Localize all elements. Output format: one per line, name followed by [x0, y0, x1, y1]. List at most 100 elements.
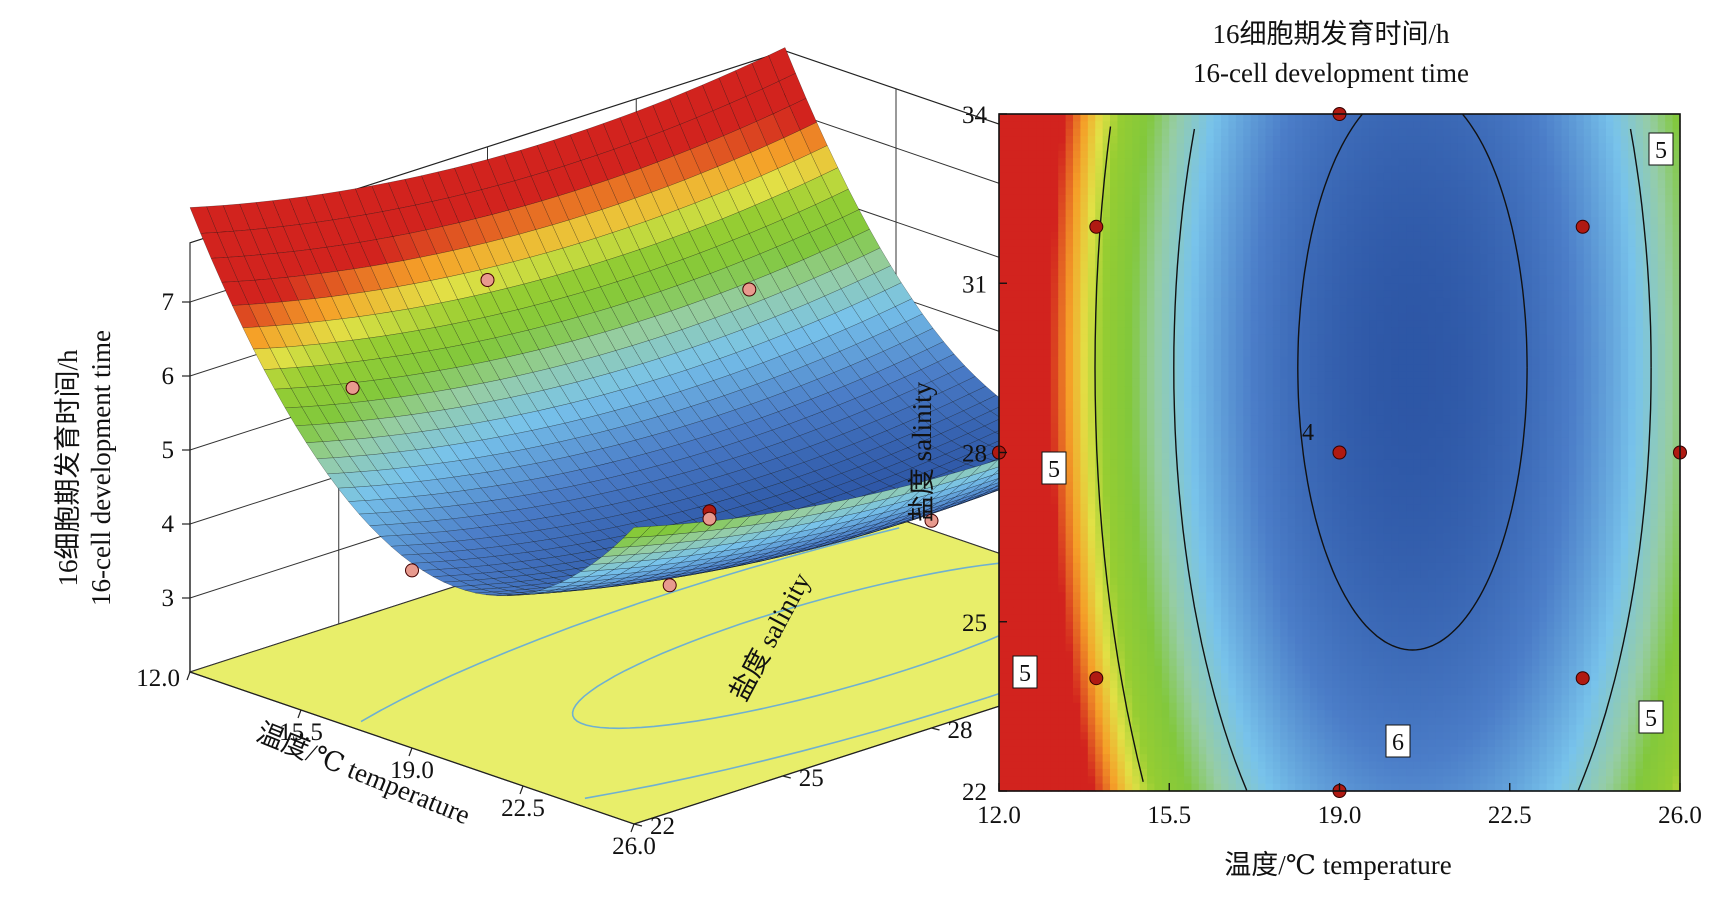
- heatmap-cell: [1021, 276, 1029, 284]
- heatmap-cell: [1058, 739, 1066, 747]
- heatmap-cell: [1103, 607, 1111, 615]
- heatmap-cell: [1080, 710, 1088, 718]
- heatmap-cell: [999, 592, 1007, 600]
- heatmap-cell: [1162, 430, 1170, 438]
- heatmap-cell: [1088, 239, 1096, 247]
- heatmap-cell: [1251, 357, 1259, 365]
- heatmap-cell: [1036, 600, 1044, 608]
- heatmap-cell: [1066, 114, 1074, 122]
- heatmap-cell: [1169, 475, 1177, 483]
- heatmap-cell: [1080, 349, 1088, 357]
- heatmap-cell: [1088, 173, 1096, 181]
- heatmap-cell: [1228, 386, 1236, 394]
- heatmap-cell: [1051, 622, 1059, 630]
- heatmap-cell: [1221, 202, 1229, 210]
- heatmap-cell: [1258, 313, 1266, 321]
- heatmap-cell: [1051, 261, 1059, 269]
- heatmap-cell: [1036, 636, 1044, 644]
- heatmap-cell: [1058, 335, 1066, 343]
- heatmap-cell: [1058, 136, 1066, 144]
- heatmap-cell: [1006, 349, 1014, 357]
- heatmap-cell: [1258, 269, 1266, 277]
- heatmap-cell: [1199, 386, 1207, 394]
- heatmap-cell: [1021, 533, 1029, 541]
- heatmap-cell: [1036, 607, 1044, 615]
- heatmap-cell: [1073, 438, 1081, 446]
- heatmap-cell: [1029, 717, 1037, 725]
- heatmap-cell: [1177, 585, 1185, 593]
- heatmap-cell: [1117, 732, 1125, 740]
- heatmap-cell: [1125, 143, 1133, 151]
- heatmap-cell: [1006, 166, 1014, 174]
- heatmap-cell: [1073, 386, 1081, 394]
- heatmap-cell: [1177, 703, 1185, 711]
- heatmap-cell: [1206, 342, 1214, 350]
- heatmap-cell: [1132, 489, 1140, 497]
- heatmap-cell: [1014, 202, 1022, 210]
- heatmap-cell: [1162, 475, 1170, 483]
- heatmap-cell: [1132, 180, 1140, 188]
- heatmap-cell: [1051, 533, 1059, 541]
- heatmap-cell: [1080, 394, 1088, 402]
- heatmap-cell: [1066, 224, 1074, 232]
- heatmap-cell: [1265, 283, 1273, 291]
- heatmap-cell: [1088, 578, 1096, 586]
- heatmap-cell: [1051, 695, 1059, 703]
- heatmap-cell: [1206, 629, 1214, 637]
- heatmap-cell: [1043, 563, 1051, 571]
- y-tick-mark: [932, 728, 940, 730]
- heatmap-cell: [1251, 173, 1259, 181]
- heatmap-cell: [1191, 166, 1199, 174]
- heatmap-cell: [1132, 298, 1140, 306]
- heatmap-cell: [1191, 386, 1199, 394]
- heatmap-cell: [1147, 475, 1155, 483]
- heatmap-cell: [1088, 298, 1096, 306]
- heatmap-cell: [1214, 372, 1222, 380]
- heatmap-cell: [1184, 511, 1192, 519]
- heatmap-cell: [1051, 651, 1059, 659]
- heatmap-cell: [1021, 445, 1029, 453]
- heatmap-cell: [1236, 636, 1244, 644]
- heatmap-cell: [1066, 188, 1074, 196]
- heatmap-cell: [1014, 511, 1022, 519]
- heatmap-cell: [1117, 629, 1125, 637]
- heatmap-cell: [999, 644, 1007, 652]
- heatmap-cell: [1043, 732, 1051, 740]
- heatmap-cell: [1051, 298, 1059, 306]
- heatmap-cell: [1221, 232, 1229, 240]
- heatmap-cell: [1177, 305, 1185, 313]
- heatmap-cell: [1014, 136, 1022, 144]
- heatmap-cell: [1251, 482, 1259, 490]
- heatmap-cell: [1140, 489, 1148, 497]
- heatmap-cell: [1021, 703, 1029, 711]
- heatmap-cell: [1029, 305, 1037, 313]
- heatmap-cell: [1154, 629, 1162, 637]
- heatmap-cell: [1206, 151, 1214, 159]
- heatmap-cell: [1058, 349, 1066, 357]
- heatmap-cell: [1051, 320, 1059, 328]
- heatmap-cell: [1058, 600, 1066, 608]
- heatmap-cell: [1258, 762, 1266, 770]
- heatmap-cell: [1066, 129, 1074, 137]
- heatmap-cell: [1029, 180, 1037, 188]
- heatmap-cell: [1073, 349, 1081, 357]
- heatmap-cell: [1043, 533, 1051, 541]
- heatmap-cell: [1043, 570, 1051, 578]
- heatmap-cell: [1073, 754, 1081, 762]
- heatmap-cell: [1006, 143, 1014, 151]
- heatmap-cell: [1169, 254, 1177, 262]
- heatmap-cell: [1021, 180, 1029, 188]
- heatmap-cell: [1036, 489, 1044, 497]
- heatmap-cell: [1103, 202, 1111, 210]
- heatmap-cell: [1043, 261, 1051, 269]
- heatmap-cell: [1184, 769, 1192, 777]
- heatmap-cell: [1006, 291, 1014, 299]
- heatmap-cell: [1258, 703, 1266, 711]
- heatmap-cell: [1117, 232, 1125, 240]
- heatmap-cell: [1058, 394, 1066, 402]
- heatmap-cell: [1214, 666, 1222, 674]
- heatmap-cell: [1206, 725, 1214, 733]
- heatmap-cell: [1125, 482, 1133, 490]
- heatmap-cell: [1154, 254, 1162, 262]
- heatmap-cell: [1191, 246, 1199, 254]
